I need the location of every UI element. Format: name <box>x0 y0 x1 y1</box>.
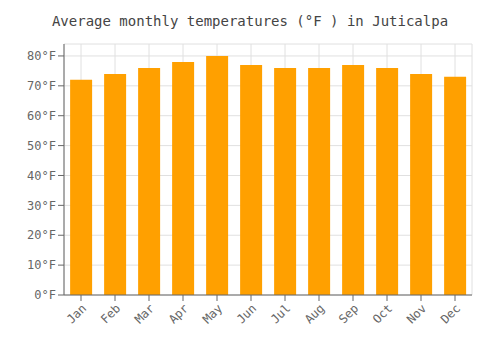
svg-text:Oct: Oct <box>370 301 395 326</box>
svg-text:10°F: 10°F <box>27 258 56 272</box>
svg-text:80°F: 80°F <box>27 49 56 63</box>
svg-text:20°F: 20°F <box>27 228 56 242</box>
svg-text:Feb: Feb <box>98 301 123 326</box>
svg-text:50°F: 50°F <box>27 139 56 153</box>
svg-text:Aug: Aug <box>302 301 327 326</box>
svg-text:Jun: Jun <box>234 301 259 326</box>
svg-text:Nov: Nov <box>404 301 429 326</box>
svg-text:30°F: 30°F <box>27 199 56 213</box>
svg-text:May: May <box>200 301 225 326</box>
svg-text:0°F: 0°F <box>34 288 56 302</box>
svg-text:Mar: Mar <box>132 301 157 326</box>
svg-text:70°F: 70°F <box>27 79 56 93</box>
svg-text:Sep: Sep <box>336 301 361 326</box>
svg-text:Jan: Jan <box>64 301 89 326</box>
svg-text:Apr: Apr <box>166 301 191 326</box>
svg-text:Dec: Dec <box>438 301 463 326</box>
svg-text:Jul: Jul <box>268 301 293 326</box>
svg-text:60°F: 60°F <box>27 109 56 123</box>
html-text:Average monthly temperatures (: Average monthly temperatures (°F ) in Ju… <box>51 13 449 29</box>
svg-text:40°F: 40°F <box>27 169 56 183</box>
